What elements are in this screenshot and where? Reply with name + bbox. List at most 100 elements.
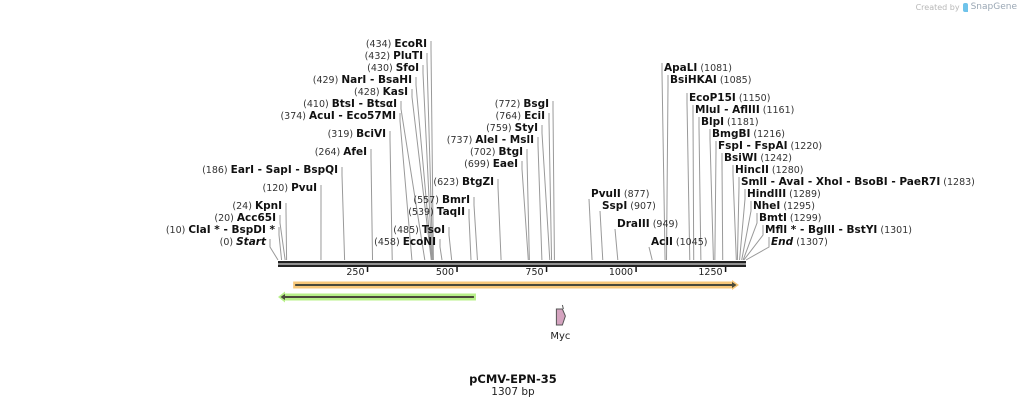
site-leader <box>743 225 764 261</box>
site-leader <box>732 165 737 261</box>
site-label[interactable]: (539) TaqII <box>408 206 465 218</box>
site-leader <box>721 153 724 261</box>
site-leader <box>341 167 346 261</box>
site-label[interactable]: NheI (1295) <box>753 200 815 212</box>
site-leader <box>548 113 553 261</box>
site-label[interactable]: (319) BciVI <box>328 128 386 140</box>
site-leader <box>278 227 283 261</box>
site-label[interactable]: (737) AleI - MslI <box>447 134 534 146</box>
site-label[interactable]: MflI * - BglII - BstYI (1301) <box>765 224 912 236</box>
site-leader <box>741 201 752 261</box>
backbone-top-strand <box>278 261 746 264</box>
site-label[interactable]: BlpI (1181) <box>701 116 759 128</box>
site-leader <box>411 89 432 261</box>
site-label[interactable]: BmgBI (1216) <box>712 128 785 140</box>
site-label[interactable]: FspI - FspAI (1220) <box>718 140 822 152</box>
site-label[interactable]: BsiWI (1242) <box>724 152 792 164</box>
site-leader <box>415 77 433 261</box>
ruler-tick-label: 1000 <box>609 267 633 278</box>
site-label[interactable]: (374) AcuI - Eco57MI <box>280 110 396 122</box>
snapgene-logo-icon <box>962 2 968 12</box>
site-label[interactable]: (10) ClaI * - BspDI * <box>166 224 276 236</box>
site-label[interactable]: (485) TsoI <box>393 224 445 236</box>
site-label[interactable]: HindIII (1289) <box>747 188 821 200</box>
site-leader <box>661 63 666 261</box>
site-label[interactable]: End (1307) <box>771 236 828 248</box>
backbone-bottom-strand <box>278 264 746 267</box>
site-leader <box>426 53 434 261</box>
site-label[interactable]: BsiHKAI (1085) <box>670 74 751 86</box>
orange-feature[interactable] <box>293 280 739 290</box>
site-leader <box>399 113 413 261</box>
site-leader <box>541 125 551 261</box>
site-label[interactable]: SspI (907) <box>602 200 656 212</box>
site-label[interactable]: (120) PvuI <box>263 182 318 194</box>
site-leader <box>497 179 502 261</box>
site-label[interactable]: ApaLI (1081) <box>664 62 732 74</box>
site-leader <box>521 161 529 261</box>
site-label[interactable]: AclI (1045) <box>651 236 707 248</box>
site-leader <box>686 93 691 261</box>
site-leader <box>285 203 288 261</box>
site-label[interactable]: (430) SfoI <box>367 62 419 74</box>
arrow-head-right-icon <box>732 282 737 288</box>
site-label[interactable]: (428) KasI <box>354 86 408 98</box>
site-label[interactable]: (702) BtgI <box>470 146 523 158</box>
site-label[interactable]: (264) AfeI <box>315 146 367 158</box>
site-label[interactable]: (24) KpnI <box>232 200 282 212</box>
sequence-backbone[interactable] <box>278 261 746 267</box>
site-leader <box>736 177 740 261</box>
site-leader <box>709 129 714 261</box>
arrow-head-left-icon <box>280 294 285 300</box>
green-feature[interactable] <box>278 291 476 303</box>
restriction-site-labels: (434) EcoRI(432) PluTI(430) SfoI(429) Na… <box>166 38 975 248</box>
site-leader <box>537 137 543 261</box>
plasmid-length: 1307 bp <box>491 386 535 398</box>
site-leader <box>599 210 604 261</box>
site-leader <box>422 65 433 261</box>
site-leader <box>370 149 374 261</box>
site-leader <box>389 131 393 261</box>
site-leader <box>400 101 426 261</box>
site-label[interactable]: DraIII (949) <box>617 218 678 230</box>
site-label[interactable]: (20) Acc65I <box>214 212 276 224</box>
ruler-tick-label: 250 <box>346 267 364 278</box>
ruler-tick-label: 500 <box>436 267 454 278</box>
site-label[interactable]: SmlI - AvaI - XhoI - BsoBI - PaeR7I (128… <box>741 176 975 188</box>
site-label[interactable]: MluI - AflIII (1161) <box>695 104 794 116</box>
credit-brand: SnapGene <box>970 2 1017 12</box>
site-label[interactable]: (458) EcoNI <box>374 236 436 248</box>
site-label[interactable]: (429) NarI - BsaHI <box>313 74 412 86</box>
site-leader <box>648 246 653 261</box>
site-label[interactable]: (699) EaeI <box>464 158 518 170</box>
site-label[interactable]: HincII (1280) <box>735 164 804 176</box>
myc-feature[interactable]: Myc <box>550 304 570 342</box>
site-leader <box>666 75 669 261</box>
site-label[interactable]: (557) BmrI <box>413 194 470 206</box>
site-label[interactable]: (0) Start <box>220 236 267 248</box>
ruler-tick-label: 750 <box>525 267 543 278</box>
site-leader <box>439 239 443 261</box>
ruler-tick <box>724 267 727 272</box>
plasmid-name: pCMV-EPN-35 <box>469 372 557 386</box>
site-label[interactable]: (759) StyI <box>486 122 538 134</box>
site-label[interactable]: (434) EcoRI <box>366 38 427 50</box>
site-label[interactable]: (410) BtsI - BtsαI <box>303 98 397 110</box>
site-label[interactable]: (186) EarI - SapI - BspQI <box>202 164 338 176</box>
site-label[interactable]: EcoP15I (1150) <box>689 92 770 104</box>
myc-tag-icon <box>555 308 566 326</box>
site-label[interactable]: PvuII (877) <box>591 188 649 200</box>
site-leader-lines <box>269 41 770 261</box>
site-label[interactable]: BmtI (1299) <box>759 212 821 224</box>
ruler-tick <box>545 267 548 272</box>
site-leader <box>468 209 472 261</box>
site-label[interactable]: (432) PluTI <box>365 50 423 62</box>
site-label[interactable]: (764) EciI <box>496 110 545 122</box>
site-leader <box>473 197 478 261</box>
ruler: 250 500 750 1000 1250 <box>346 267 727 278</box>
site-label[interactable]: (772) BsgI <box>495 98 549 110</box>
site-label[interactable]: (623) BtgZI <box>433 176 494 188</box>
credit-prefix: Created by <box>915 2 960 12</box>
myc-label: Myc <box>550 331 570 342</box>
